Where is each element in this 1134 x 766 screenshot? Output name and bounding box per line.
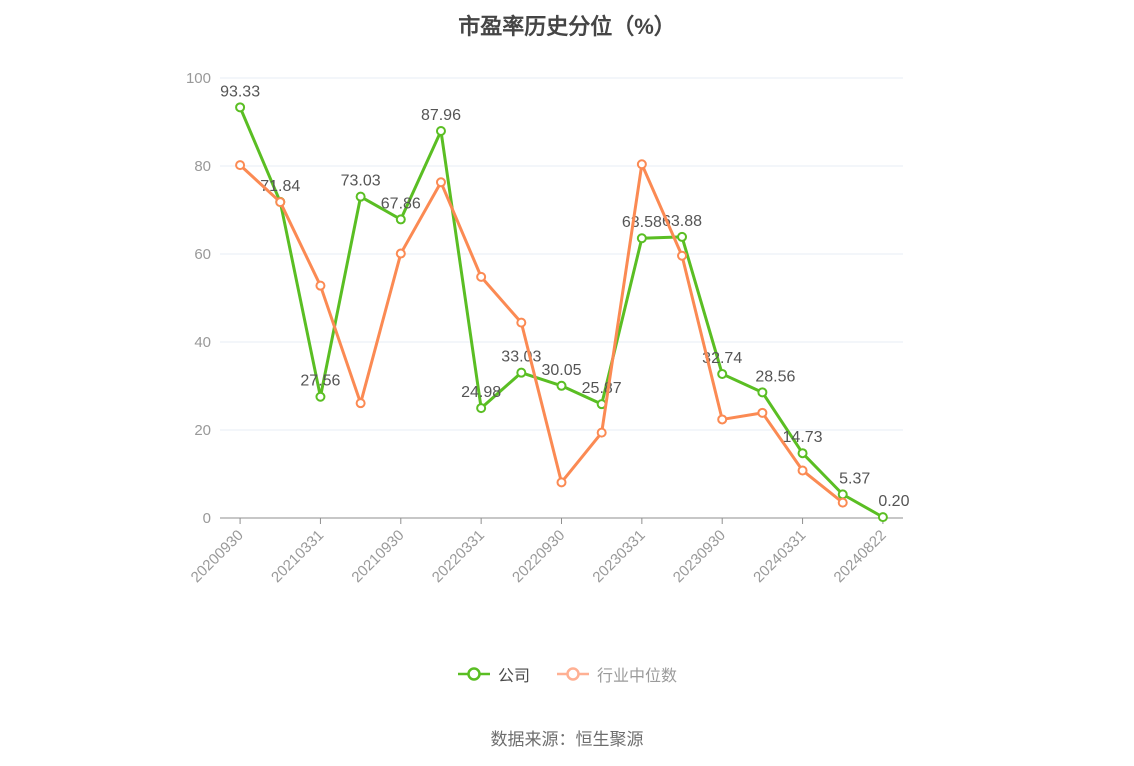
y-axis-tick-label: 40 xyxy=(194,334,211,351)
y-axis-tick-label: 80 xyxy=(194,158,211,175)
x-axis-tick-label: 20240331 xyxy=(750,527,809,586)
point-label: 32.74 xyxy=(702,350,742,367)
point-label: 14.73 xyxy=(783,429,823,446)
data-point xyxy=(516,367,527,378)
line-circle-marker-icon xyxy=(457,667,490,681)
data-point xyxy=(275,197,286,208)
data-point xyxy=(757,407,768,418)
point-label: 63.58 xyxy=(622,214,662,231)
data-point xyxy=(476,271,487,282)
y-axis-tick-label: 20 xyxy=(194,422,211,439)
line-circle-marker-icon xyxy=(557,667,589,681)
point-label: 5.37 xyxy=(839,470,870,487)
data-point xyxy=(435,177,446,188)
point-label: 33.03 xyxy=(501,349,541,366)
x-axis-tick-label: 20210930 xyxy=(348,527,407,586)
data-point xyxy=(636,159,647,170)
data-point xyxy=(636,233,647,244)
data-point xyxy=(797,448,808,459)
data-point xyxy=(395,248,406,259)
x-axis-tick-label: 20230331 xyxy=(589,527,648,586)
point-label: 24.98 xyxy=(461,384,501,401)
data-point xyxy=(556,380,567,391)
data-point xyxy=(556,477,567,488)
data-point xyxy=(837,489,848,500)
data-point xyxy=(435,125,446,136)
point-label: 87.96 xyxy=(421,107,461,124)
data-point xyxy=(837,497,848,508)
data-point xyxy=(235,160,246,171)
point-label: 27.56 xyxy=(300,373,340,390)
series-line-0 xyxy=(238,105,885,519)
point-label: 67.86 xyxy=(381,195,421,212)
source-note: 数据来源：恒生聚源 xyxy=(490,730,644,749)
data-point xyxy=(596,427,607,438)
data-point xyxy=(717,414,728,425)
legend-item-company[interactable]: 公司 xyxy=(457,662,530,686)
data-point xyxy=(315,391,326,402)
data-point xyxy=(395,214,406,225)
point-label: 30.05 xyxy=(541,362,581,379)
x-axis-tick-label: 20240822 xyxy=(831,527,890,586)
legend-label-company: 公司 xyxy=(497,668,530,685)
y-axis-tick-label: 0 xyxy=(203,510,211,527)
data-point xyxy=(355,398,366,409)
y-axis-tick-label: 60 xyxy=(194,246,211,263)
data-point xyxy=(235,102,246,113)
chart-title: 市盈率历史分位（%） xyxy=(458,14,676,39)
point-label: 28.56 xyxy=(755,368,795,385)
data-point xyxy=(757,387,768,398)
data-point xyxy=(516,317,527,328)
data-point xyxy=(797,465,808,476)
series-line-1 xyxy=(238,162,845,505)
y-axis-tick-label: 100 xyxy=(186,70,211,87)
x-axis-tick-label: 20200930 xyxy=(188,527,247,586)
data-point xyxy=(355,191,366,202)
point-label: 63.88 xyxy=(662,213,702,230)
data-point xyxy=(677,250,688,261)
x-axis-tick-label: 20220331 xyxy=(429,527,488,586)
data-point xyxy=(877,512,888,523)
chart-legend: 公司 行业中位数 xyxy=(0,662,1134,686)
x-axis-tick-label: 20210331 xyxy=(268,527,327,586)
data-point xyxy=(476,403,487,414)
point-label: 0.20 xyxy=(878,493,909,510)
legend-item-industry-median[interactable]: 行业中位数 xyxy=(556,662,677,686)
point-label: 93.33 xyxy=(220,83,260,100)
legend-label-industry-median: 行业中位数 xyxy=(597,668,678,685)
x-axis-tick-label: 20230930 xyxy=(670,527,729,586)
data-point xyxy=(315,280,326,291)
data-point xyxy=(677,231,688,242)
line-chart: 0 20 40 60 80 100 20200930 20210331 20210930 2022… xyxy=(186,70,910,586)
point-label: 25.87 xyxy=(582,380,622,397)
point-label: 73.03 xyxy=(341,173,381,190)
point-label: 71.84 xyxy=(260,178,300,195)
data-point xyxy=(717,368,728,379)
x-axis-tick-label: 20220930 xyxy=(509,527,568,586)
